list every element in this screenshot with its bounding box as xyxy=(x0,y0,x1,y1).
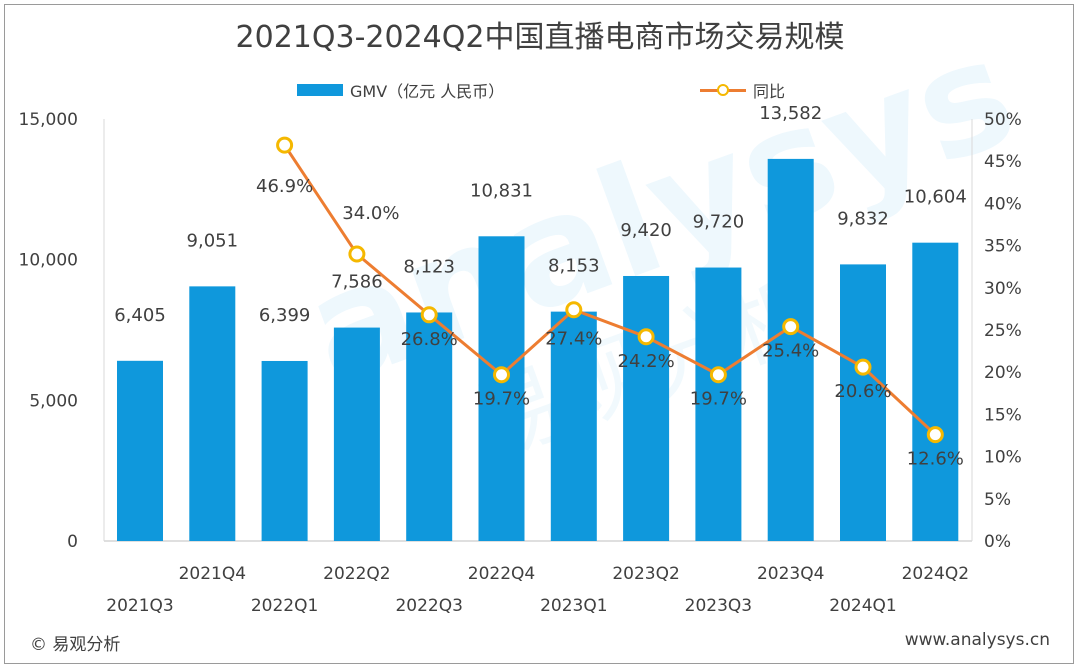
yoy-marker-2023Q2 xyxy=(637,328,655,346)
right-tick-label: 35% xyxy=(984,237,1022,257)
bar-label: 9,720 xyxy=(693,212,745,233)
footer-copyright: © 易观分析 xyxy=(30,635,121,655)
left-tick-label: 10,000 xyxy=(19,251,78,271)
footer-url: www.analysys.cn xyxy=(904,630,1050,650)
yoy-label: 27.4% xyxy=(545,329,602,350)
bar-label: 10,831 xyxy=(470,180,533,201)
yoy-marker-2024Q2 xyxy=(926,426,944,444)
legend-swatch-gmv xyxy=(297,84,343,96)
x-tick-label: 2024Q1 xyxy=(829,596,896,616)
x-tick-label: 2021Q3 xyxy=(106,596,173,616)
right-tick-label: 0% xyxy=(984,532,1011,552)
bar-label: 8,123 xyxy=(403,256,455,277)
bar-label: 9,420 xyxy=(620,220,672,241)
x-tick-label: 2022Q3 xyxy=(395,596,462,616)
legend-label-yoy: 同比 xyxy=(753,82,786,101)
bar-label: 13,582 xyxy=(759,103,822,124)
x-tick-label: 2022Q4 xyxy=(468,564,535,584)
left-tick-label: 0 xyxy=(67,532,78,552)
bar-2024Q1 xyxy=(840,264,886,541)
legend: GMV（亿元 人民币） 同比 xyxy=(0,78,1080,102)
bar-2023Q2 xyxy=(623,275,670,541)
yoy-marker-2022Q1 xyxy=(276,136,294,154)
yoy-label: 24.2% xyxy=(618,351,675,372)
yoy-label: 26.8% xyxy=(401,329,458,350)
left-tick-label: 5,000 xyxy=(29,391,78,411)
x-tick-label: 2023Q2 xyxy=(612,564,679,584)
right-tick-label: 15% xyxy=(984,405,1022,425)
yoy-marker-2023Q3 xyxy=(709,366,727,384)
chart-frame xyxy=(4,4,1074,664)
x-tick-label: 2023Q3 xyxy=(685,596,752,616)
bar-2021Q3 xyxy=(117,360,163,541)
x-tick-label: 2022Q2 xyxy=(323,564,390,584)
chart-title: 2021Q3-2024Q2中国直播电商市场交易规模 xyxy=(235,20,845,55)
yoy-label: 20.6% xyxy=(834,381,891,402)
bar-2021Q4 xyxy=(189,286,236,541)
yoy-marker-2023Q4 xyxy=(782,318,800,336)
bar-2022Q3 xyxy=(406,312,453,541)
legend-label-gmv: GMV（亿元 人民币） xyxy=(350,82,505,101)
right-tick-label: 40% xyxy=(984,194,1022,214)
yoy-marker-2022Q3 xyxy=(420,306,438,324)
bar-2022Q1 xyxy=(261,360,308,541)
yoy-label: 12.6% xyxy=(907,449,964,470)
left-tick-label: 15,000 xyxy=(19,110,78,130)
bar-2022Q4 xyxy=(478,236,525,541)
yoy-label: 25.4% xyxy=(762,341,819,362)
bar-2022Q2 xyxy=(333,327,380,541)
legend-marker-yoy xyxy=(717,84,729,96)
right-tick-label: 50% xyxy=(984,110,1022,130)
yoy-marker-2022Q4 xyxy=(493,366,510,384)
yoy-marker-2024Q1 xyxy=(854,358,872,376)
yoy-label: 34.0% xyxy=(342,203,399,224)
bar-2023Q1 xyxy=(550,311,597,541)
right-tick-label: 45% xyxy=(984,152,1022,172)
yoy-label: 46.9% xyxy=(256,176,313,197)
x-tick-label: 2022Q1 xyxy=(251,596,318,616)
yoy-label: 19.7% xyxy=(473,389,530,410)
right-tick-label: 30% xyxy=(984,279,1022,299)
yoy-line xyxy=(283,144,937,436)
right-tick-label: 20% xyxy=(984,363,1022,383)
bar-label: 8,153 xyxy=(548,256,600,277)
yoy-marker-2023Q1 xyxy=(565,301,583,319)
bar-2023Q4 xyxy=(767,158,814,541)
x-tick-label: 2023Q1 xyxy=(540,596,607,616)
bar-label: 10,604 xyxy=(904,187,967,208)
x-tick-label: 2023Q4 xyxy=(757,564,824,584)
bar-label: 6,405 xyxy=(114,305,166,326)
bar-label: 9,051 xyxy=(187,230,239,251)
yoy-label: 19.7% xyxy=(690,389,747,410)
bar-label: 9,832 xyxy=(837,208,889,229)
x-tick-label: 2021Q4 xyxy=(179,564,246,584)
right-tick-label: 25% xyxy=(984,321,1022,341)
bar-2023Q3 xyxy=(695,267,742,541)
bar-label: 6,399 xyxy=(259,305,311,326)
right-tick-label: 5% xyxy=(984,490,1011,510)
right-tick-label: 10% xyxy=(984,448,1022,468)
bar-label: 7,586 xyxy=(331,272,383,293)
bar-2024Q2 xyxy=(912,242,959,541)
x-tick-label: 2024Q2 xyxy=(902,564,969,584)
yoy-marker-2022Q2 xyxy=(348,245,366,263)
